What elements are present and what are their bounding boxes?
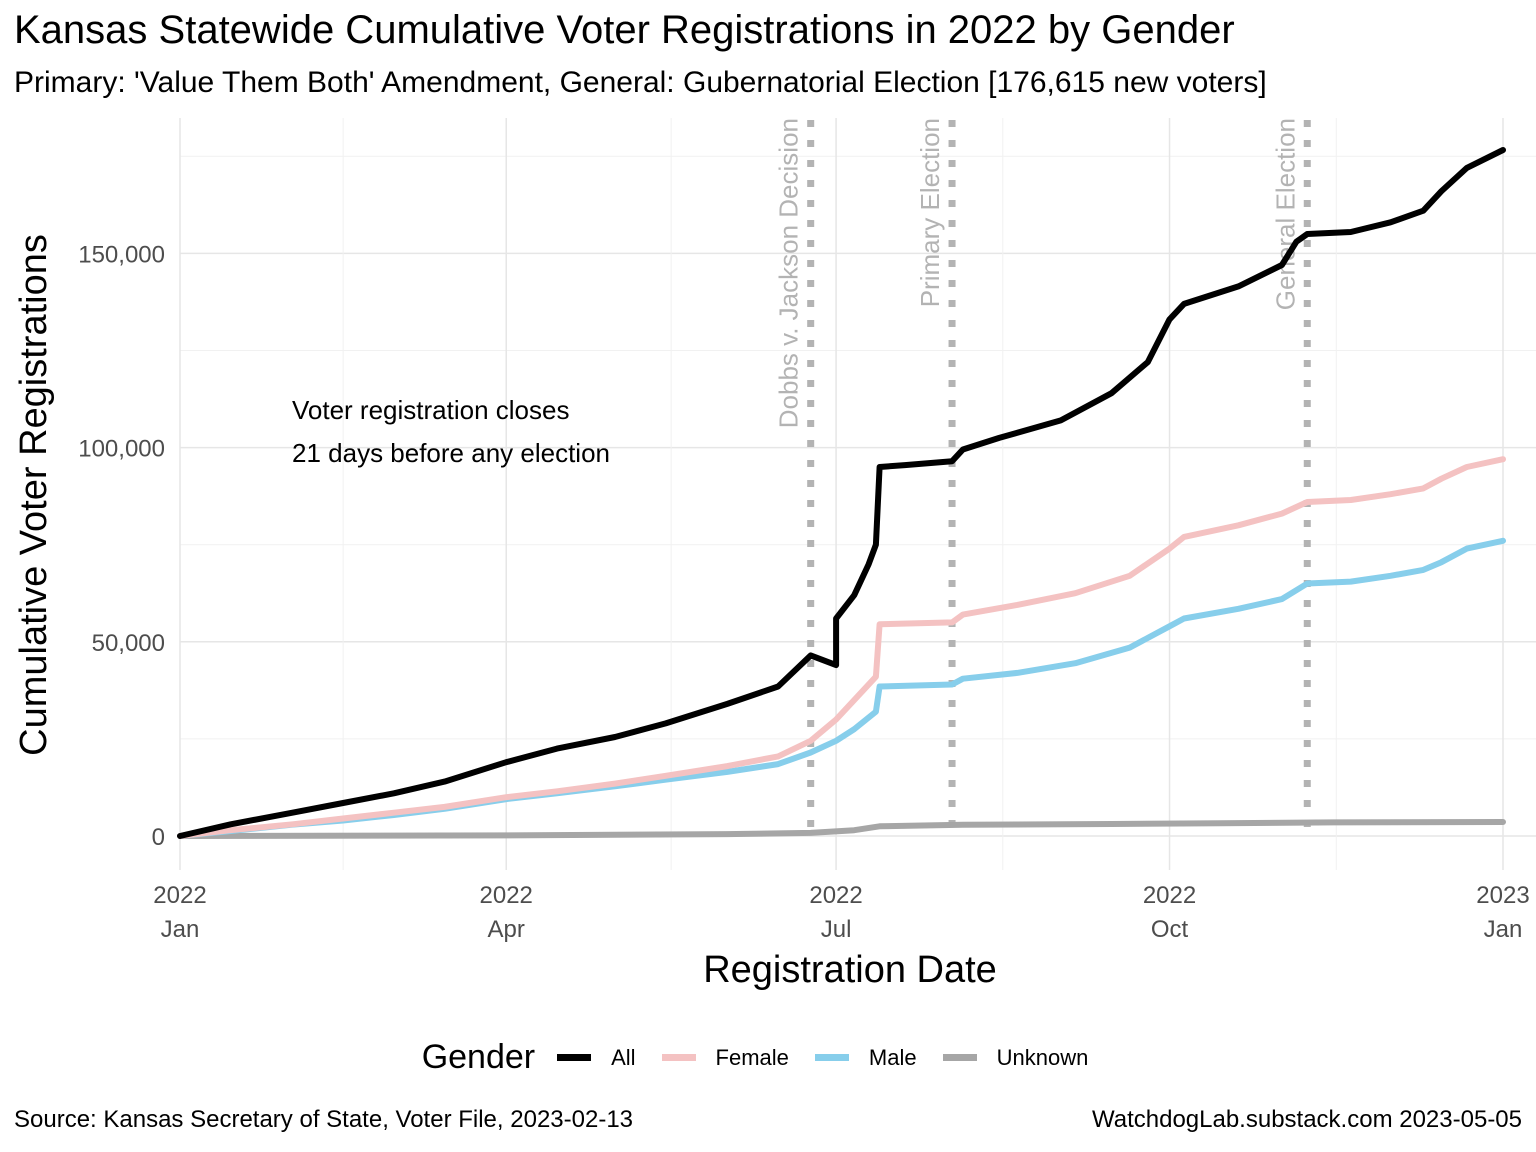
y-tick-label: 150,000	[78, 241, 165, 268]
legend-item-all: All	[557, 1044, 636, 1071]
event-lines: Dobbs v. Jackson Decision Primary Electio…	[774, 118, 1311, 836]
legend-key-all	[557, 1054, 592, 1061]
series-line-male	[177, 537, 1506, 839]
series-line-unknown	[177, 819, 1506, 839]
x-tick-year: 2023	[1476, 882, 1529, 909]
series-line-all	[177, 147, 1506, 839]
axes: 0 50,000 100,000 150,000 2022 Jan 2022 Apr 2022 J…	[13, 234, 1530, 991]
legend: Gender All Female Male Unknown	[0, 1038, 1536, 1077]
y-tick-label: 0	[152, 824, 165, 851]
legend-key-unknown	[942, 1054, 977, 1061]
x-tick-month: Apr	[488, 916, 525, 943]
chart-plot: Dobbs v. Jackson Decision Primary Electio…	[13, 118, 1536, 991]
legend-item-unknown: Unknown	[942, 1044, 1089, 1071]
legend-item-female: Female	[661, 1044, 789, 1071]
series-lines	[177, 147, 1506, 839]
event-label: Dobbs v. Jackson Decision	[774, 118, 804, 428]
legend-key-male	[814, 1054, 849, 1061]
x-tick-month: Jan	[1484, 916, 1523, 943]
legend-label-male: Male	[868, 1044, 917, 1070]
x-tick-year: 2022	[809, 882, 862, 909]
credit-caption: WatchdogLab.substack.com 2023-05-05	[1091, 1106, 1522, 1133]
x-tick-year: 2022	[480, 882, 533, 909]
chart-subtitle: Primary: 'Value Them Both' Amendment, Ge…	[14, 66, 1267, 99]
event-label: General Election	[1270, 118, 1300, 310]
annotation-line: Voter registration closes	[292, 395, 569, 425]
source-caption: Source: Kansas Secretary of State, Voter…	[14, 1106, 634, 1133]
y-tick-label: 100,000	[78, 436, 165, 463]
event-label: Primary Election	[915, 118, 945, 307]
annotation-group: Voter registration closes 21 days before …	[292, 395, 610, 468]
legend-item-male: Male	[814, 1044, 917, 1071]
legend-label-unknown: Unknown	[996, 1044, 1089, 1070]
chart-title: Kansas Statewide Cumulative Voter Regist…	[14, 8, 1235, 52]
legend-label-female: Female	[715, 1044, 789, 1070]
x-tick-month: Jul	[821, 916, 852, 943]
y-tick-label: 50,000	[92, 630, 165, 657]
legend-label-all: All	[611, 1044, 636, 1070]
x-tick-year: 2022	[1143, 882, 1196, 909]
x-tick-month: Oct	[1151, 916, 1189, 943]
legend-title: Gender	[421, 1038, 536, 1076]
x-tick-month: Jan	[161, 916, 200, 943]
series-line-female	[177, 456, 1506, 839]
annotation-line: 21 days before any election	[292, 438, 610, 468]
x-tick-year: 2022	[153, 882, 206, 909]
x-axis-title: Registration Date	[703, 949, 997, 991]
y-axis-title: Cumulative Voter Registrations	[13, 234, 55, 756]
legend-key-female	[661, 1054, 696, 1061]
